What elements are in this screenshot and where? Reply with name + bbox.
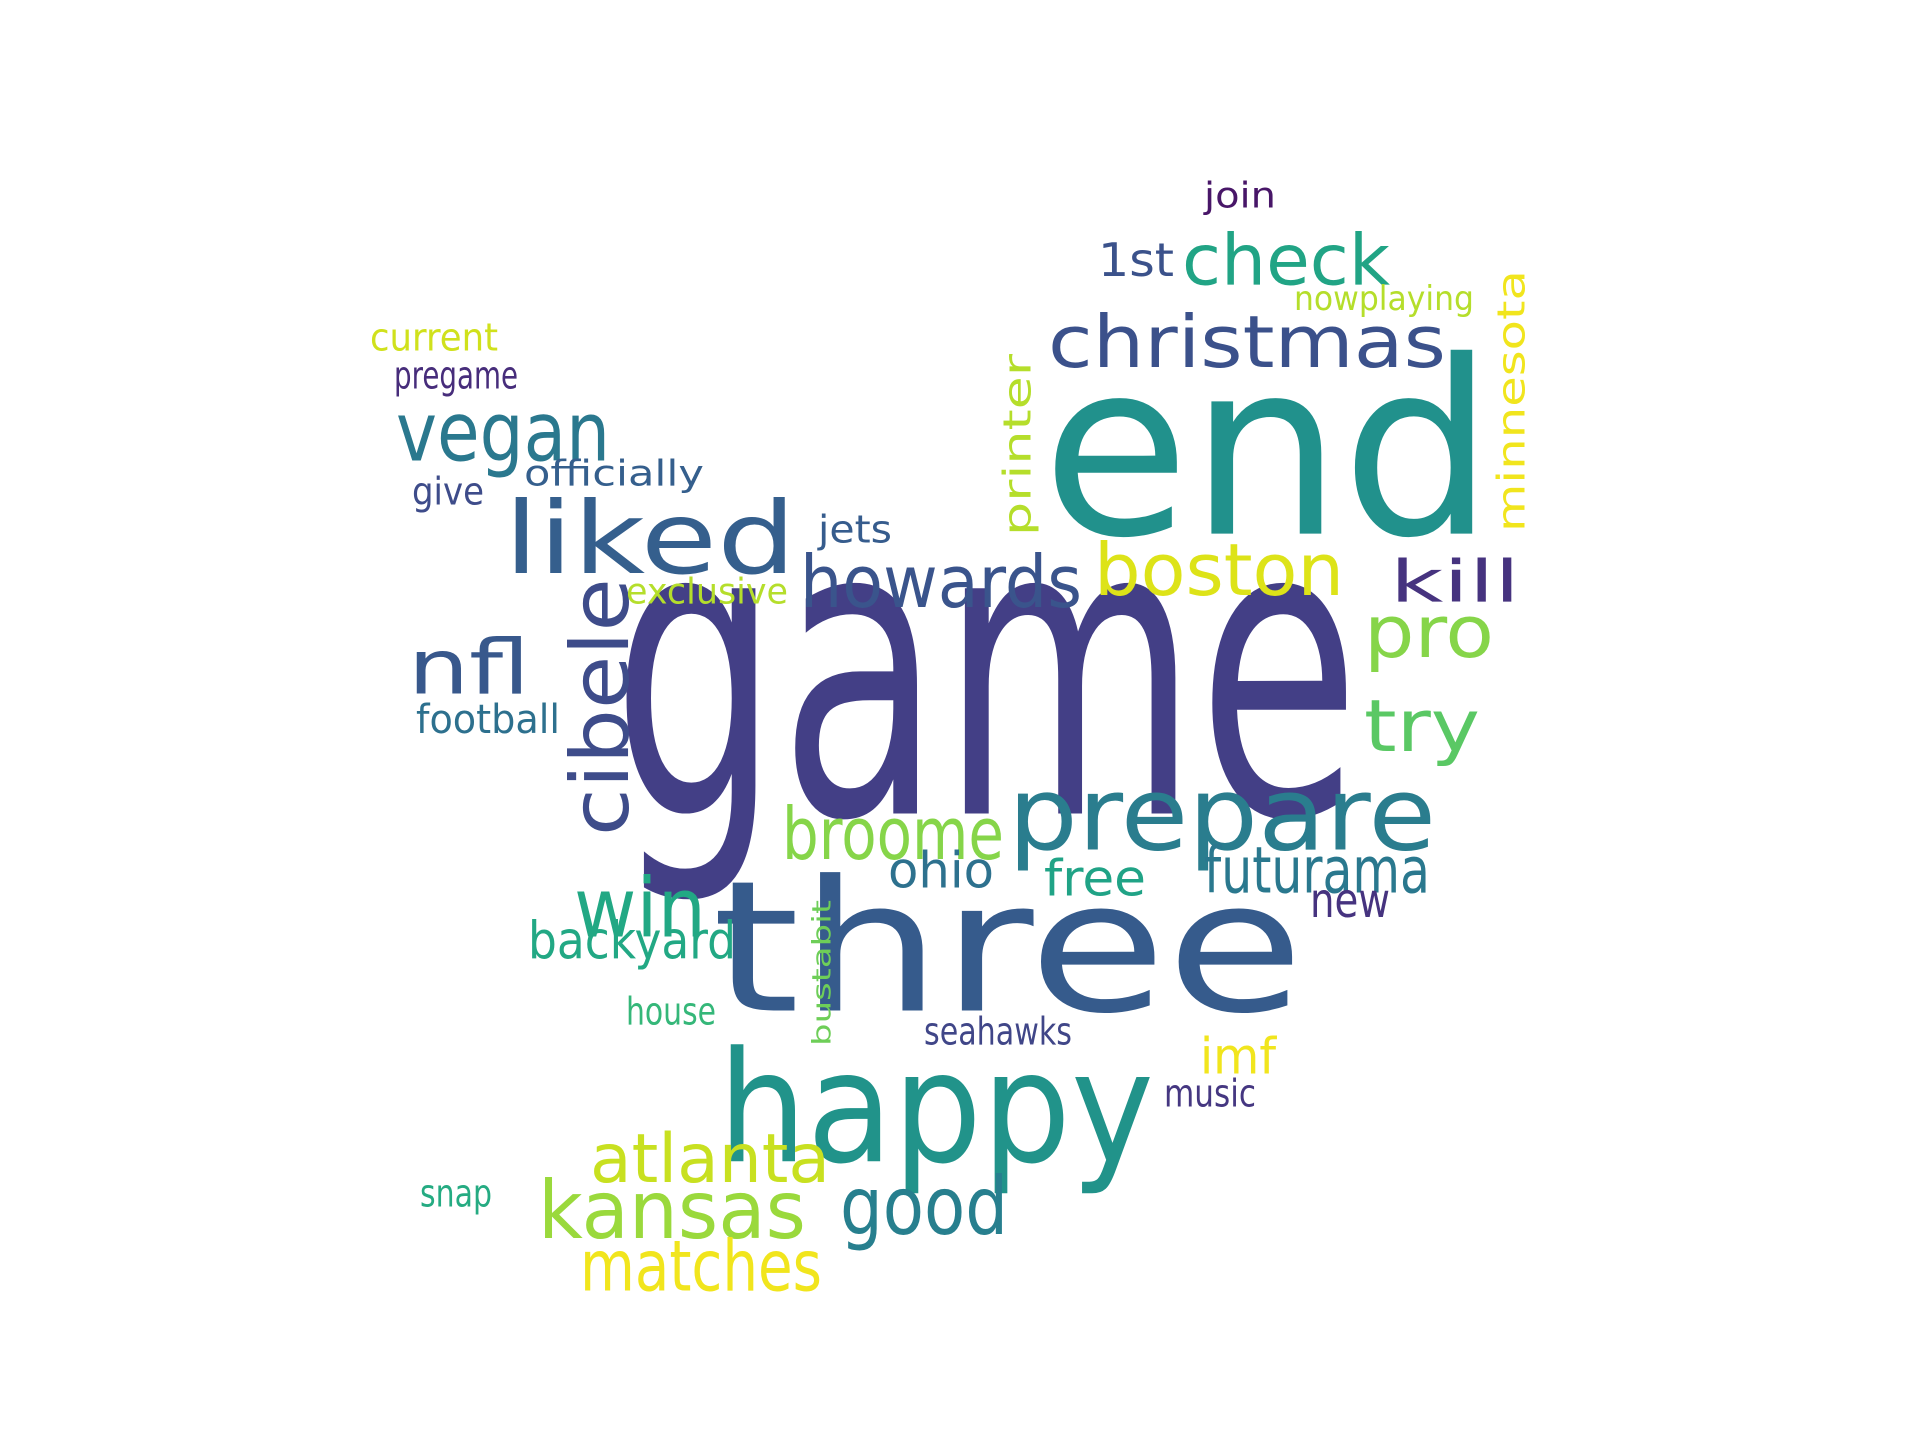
word-new: new <box>1310 873 1390 930</box>
word-cibele: cibele <box>554 578 648 836</box>
word-minnesota: minnesota <box>1490 270 1535 532</box>
word-seahawks: seahawks <box>924 1010 1072 1055</box>
word-kill: kill <box>1390 549 1520 617</box>
word-nowplaying: nowplaying <box>1294 278 1474 319</box>
word-printer: printer <box>996 354 1041 536</box>
word-pregame: pregame <box>394 354 518 399</box>
word-atlanta: atlanta <box>590 1119 830 1200</box>
word-ohio: ohio <box>888 841 994 900</box>
word-pro: pro <box>1364 589 1494 675</box>
word-end: end <box>1042 309 1494 591</box>
word-bustabit: bustabit <box>807 900 839 1046</box>
word-vegan: vegan <box>396 384 610 480</box>
word-current: current <box>370 316 498 361</box>
word-prepare: prepare <box>1008 754 1436 874</box>
word-try: try <box>1364 683 1480 769</box>
word-good: good <box>840 1160 1008 1254</box>
word-house: house <box>626 990 716 1035</box>
word-exclusive: exclusive <box>626 570 788 612</box>
word-join: join <box>1204 174 1276 216</box>
word-1st: 1st <box>1098 233 1174 287</box>
word-jets: jets <box>818 508 892 553</box>
word-matches: matches <box>580 1225 822 1308</box>
word-give: give <box>412 470 484 515</box>
word-game: game <box>612 430 1360 912</box>
word-nfl: nfl <box>408 622 530 712</box>
word-backyard: backyard <box>528 911 736 973</box>
word-imf: imf <box>1200 1027 1276 1086</box>
word-football: football <box>416 696 560 743</box>
word-broome: broome <box>782 791 1004 877</box>
word-officially: officially <box>524 452 704 494</box>
word-three: three <box>712 842 1304 1055</box>
word-music: music <box>1164 1072 1256 1117</box>
word-free: free <box>1044 849 1146 908</box>
word-snap: snap <box>420 1172 492 1217</box>
word-win: win <box>574 860 706 956</box>
word-liked: liked <box>504 481 796 598</box>
word-christmas: christmas <box>1048 299 1446 385</box>
word-boston: boston <box>1094 527 1344 613</box>
word-check: check <box>1182 219 1390 302</box>
word-futurama: futurama <box>1204 833 1430 909</box>
word-happy: happy <box>718 1018 1154 1198</box>
word-kansas: kansas <box>538 1164 806 1258</box>
word-howards: howards <box>800 539 1082 625</box>
